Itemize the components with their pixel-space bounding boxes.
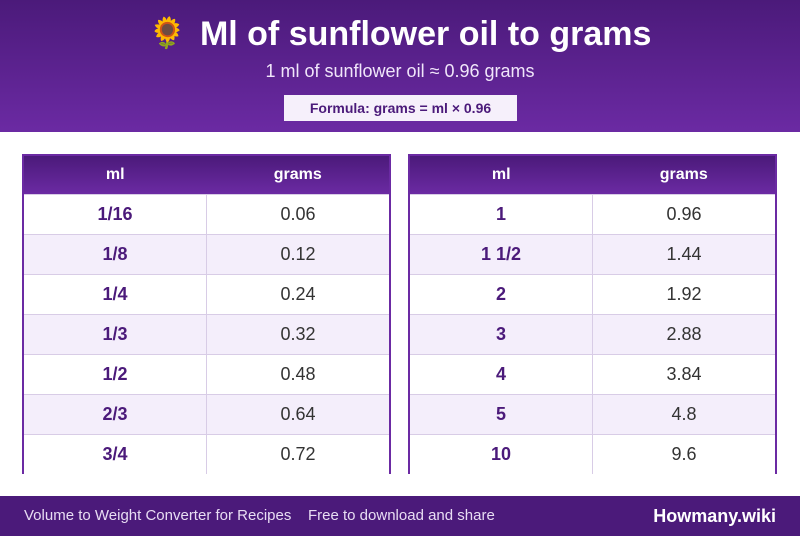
- grams-cell: 0.06: [280, 204, 316, 224]
- table-row: 4 3.84: [410, 354, 775, 394]
- page-title-text: Ml of sunflower oil to grams: [199, 15, 652, 53]
- grams-cell: 0.48: [280, 364, 316, 384]
- table-body: 1 0.96 1 1/2 1.44 2 1.92 3 2.88 4 3.84 5 4.8 1…: [410, 194, 775, 474]
- conversion-table-right: ml grams 1 0.96 1 1/2 1.44 2 1.92 3 2.88 4 3.…: [408, 154, 777, 474]
- grams-cell: 2.88: [666, 324, 702, 344]
- table-header: ml grams: [24, 156, 389, 194]
- table-row: 10 9.6: [410, 434, 775, 474]
- ml-cell: 1 1/2: [410, 235, 593, 274]
- conversion-table-left: ml grams 1/16 0.06 1/8 0.12 1/4 0.24 1/3 0.3…: [22, 154, 391, 474]
- table-row: 1/3 0.32: [24, 314, 389, 354]
- ml-cell: 1/4: [24, 275, 207, 314]
- table-row: 2/3 0.64: [24, 394, 389, 434]
- table-row: 5 4.8: [410, 394, 775, 434]
- table-row: 1 1/2 1.44: [410, 234, 775, 274]
- column-header-grams: grams: [273, 166, 322, 183]
- footer-brand-link[interactable]: Howmany.wiki: [653, 506, 776, 526]
- grams-cell: 0.64: [280, 404, 316, 424]
- footer-bar: Volume to Weight Converter for Recipes F…: [0, 496, 800, 536]
- table-row: 1/2 0.48: [24, 354, 389, 394]
- table-row: 3 2.88: [410, 314, 775, 354]
- grams-cell: 1.44: [666, 244, 702, 264]
- column-header-ml: ml: [491, 166, 511, 183]
- grams-cell: 3.84: [666, 364, 702, 384]
- grams-cell: 9.6: [671, 444, 697, 464]
- grams-cell: 0.32: [280, 324, 316, 344]
- footer-note: Free to download and share: [308, 507, 495, 524]
- formula-badge: Formula: grams = ml × 0.96: [284, 95, 517, 121]
- grams-cell: 0.24: [280, 284, 316, 304]
- column-header-grams: grams: [659, 166, 708, 183]
- table-row: 3/4 0.72: [24, 434, 389, 474]
- ml-cell: 1/2: [24, 355, 207, 394]
- ml-cell: 1/8: [24, 235, 207, 274]
- ml-cell: 3: [410, 315, 593, 354]
- ml-cell: 1/3: [24, 315, 207, 354]
- table-header: ml grams: [410, 156, 775, 194]
- ml-cell: 4: [410, 355, 593, 394]
- ml-cell: 2/3: [24, 395, 207, 434]
- table-row: 2 1.92: [410, 274, 775, 314]
- footer-tagline: Volume to Weight Converter for Recipes: [24, 507, 292, 524]
- grams-cell: 0.72: [280, 444, 316, 464]
- ml-cell: 2: [410, 275, 593, 314]
- grams-cell: 1.92: [666, 284, 702, 304]
- ml-cell: 5: [410, 395, 593, 434]
- table-body: 1/16 0.06 1/8 0.12 1/4 0.24 1/3 0.32 1/2 0.48…: [24, 194, 389, 474]
- table-row: 1 0.96: [410, 194, 775, 234]
- page-subtitle: 1 ml of sunflower oil ≈ 0.96 grams: [265, 61, 535, 81]
- table-row: 1/4 0.24: [24, 274, 389, 314]
- table-row: 1/8 0.12: [24, 234, 389, 274]
- ml-cell: 1: [410, 195, 593, 234]
- sunflower-icon: 🌻: [148, 16, 186, 51]
- page-title: 🌻 Ml of sunflower oil to grams: [0, 14, 800, 54]
- grams-cell: 0.12: [280, 244, 316, 264]
- grams-cell: 0.96: [666, 204, 702, 224]
- column-header-ml: ml: [105, 166, 125, 183]
- grams-cell: 4.8: [671, 404, 697, 424]
- header-banner: 🌻 Ml of sunflower oil to grams 1 ml of s…: [0, 0, 800, 132]
- ml-cell: 10: [410, 435, 593, 474]
- ml-cell: 3/4: [24, 435, 207, 474]
- ml-cell: 1/16: [24, 195, 207, 234]
- table-row: 1/16 0.06: [24, 194, 389, 234]
